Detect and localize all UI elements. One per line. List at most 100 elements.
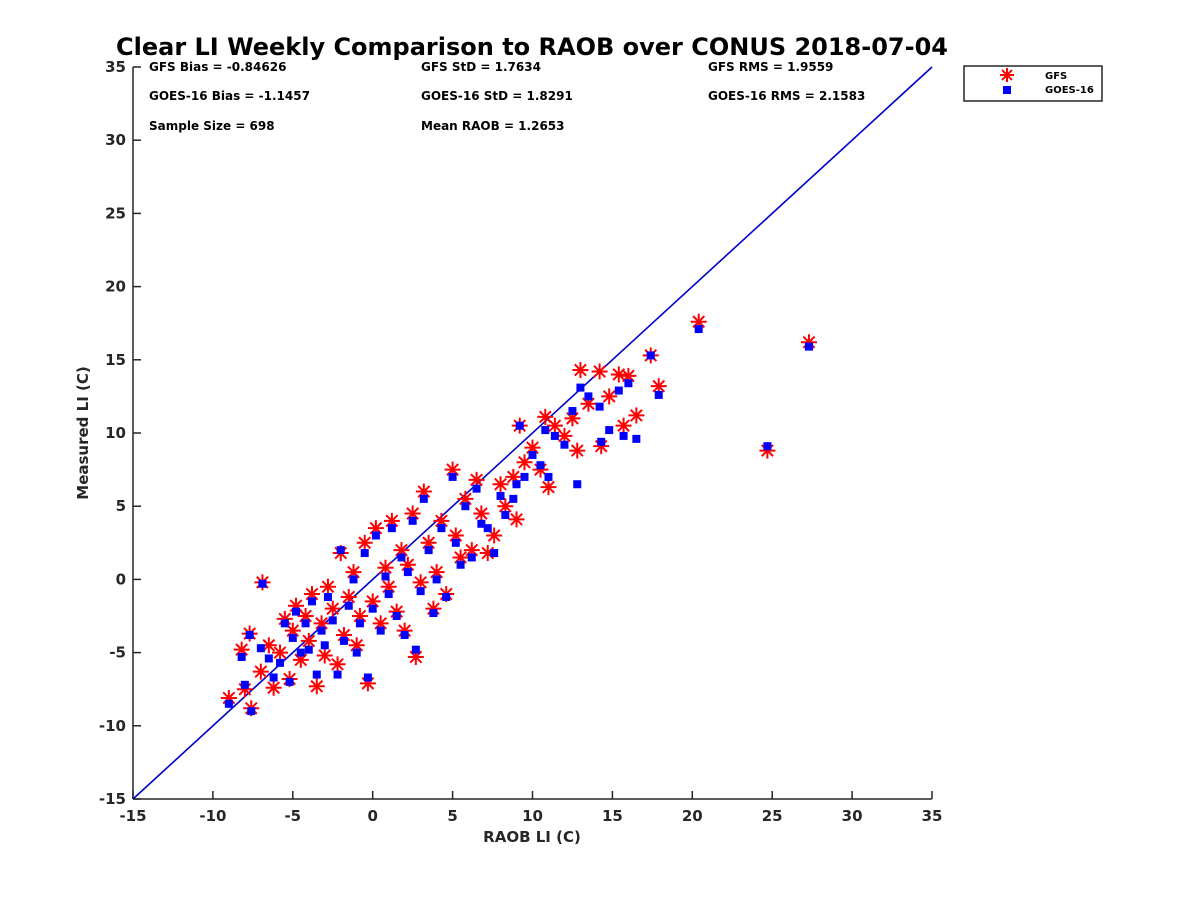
goes-point xyxy=(368,604,377,613)
goes-point xyxy=(285,677,294,686)
goes-point xyxy=(536,461,545,470)
goes-point xyxy=(344,601,353,610)
x-tick-label: -15 xyxy=(119,807,146,825)
goes-point xyxy=(276,658,285,667)
goes-point xyxy=(595,402,604,411)
goes-point xyxy=(237,652,246,661)
goes-point xyxy=(429,609,438,618)
goes-point xyxy=(256,644,265,653)
goes-point xyxy=(451,538,460,547)
gfs-point xyxy=(473,505,490,522)
goes-point xyxy=(381,572,390,581)
goes-point xyxy=(317,626,326,635)
gfs-point xyxy=(546,417,563,434)
goes-point xyxy=(269,673,278,682)
goes-point xyxy=(411,645,420,654)
goes-point xyxy=(550,431,559,440)
goes-point xyxy=(301,619,310,628)
goes-point xyxy=(584,392,593,401)
goes-point xyxy=(442,592,451,601)
gfs-point xyxy=(572,362,589,379)
goes-point xyxy=(333,670,342,679)
y-tick-label: 20 xyxy=(105,278,126,296)
goes-point xyxy=(568,407,577,416)
x-tick-label: 5 xyxy=(447,807,457,825)
goes-point xyxy=(403,568,412,577)
gfs-point xyxy=(508,511,525,528)
gfs-point xyxy=(492,476,509,493)
goes-point xyxy=(632,434,641,443)
legend: GFS GOES-16 xyxy=(963,65,1103,102)
legend-gfs-label: GFS xyxy=(1045,71,1067,82)
goes-point xyxy=(416,587,425,596)
stat-gfs-std: GFS StD = 1.7634 xyxy=(421,60,541,74)
x-tick-label: 30 xyxy=(842,807,863,825)
stat-gfs-rms: GFS RMS = 1.9559 xyxy=(708,60,833,74)
y-tick-label: 10 xyxy=(105,424,126,442)
legend-goes-label: GOES-16 xyxy=(1045,85,1094,96)
legend-box xyxy=(963,65,1103,102)
goes-point xyxy=(501,510,510,519)
goes-point xyxy=(400,631,409,640)
stats-panel: GFS Bias = -0.84626 GFS StD = 1.7634 GFS… xyxy=(149,60,865,133)
goes-point xyxy=(448,472,457,481)
legend-gfs-marker xyxy=(1000,68,1014,82)
goes-point xyxy=(363,673,372,682)
gfs-point xyxy=(324,600,341,617)
goes-point xyxy=(288,633,297,642)
goes-point xyxy=(355,619,364,628)
goes-point xyxy=(624,379,633,388)
goes-point xyxy=(456,560,465,569)
goes-point xyxy=(763,442,772,451)
x-axis-label: RAOB LI (C) xyxy=(483,828,581,846)
goes-point xyxy=(512,480,521,489)
goes-point xyxy=(419,494,428,503)
y-tick-label: 0 xyxy=(116,570,126,588)
goes-point xyxy=(296,648,305,657)
goes-point xyxy=(247,707,256,716)
gfs-point xyxy=(591,363,608,380)
goes-point xyxy=(312,670,321,679)
x-tick-label: 20 xyxy=(682,807,703,825)
stat-goes-rms: GOES-16 RMS = 2.1583 xyxy=(708,89,865,103)
gfs-point xyxy=(272,644,289,661)
goes-point xyxy=(336,546,345,555)
goes-point xyxy=(408,516,417,525)
x-tick-label: 15 xyxy=(602,807,623,825)
legend-asterisk-icon xyxy=(1000,68,1014,82)
y-tick-label: -10 xyxy=(99,717,126,735)
goes-point xyxy=(371,531,380,540)
goes-point xyxy=(360,549,369,558)
gfs-point xyxy=(540,479,557,496)
goes-point xyxy=(461,502,470,511)
stat-gfs-bias: GFS Bias = -0.84626 xyxy=(149,60,286,74)
x-tick-label: 0 xyxy=(367,807,377,825)
goes-point xyxy=(437,524,446,533)
y-tick-label: -5 xyxy=(109,644,126,662)
gfs-point xyxy=(308,678,325,695)
gfs-point xyxy=(329,656,346,673)
gfs-point xyxy=(569,442,586,459)
goes-point xyxy=(349,575,358,584)
goes-point xyxy=(424,546,433,555)
goes-point xyxy=(597,437,606,446)
goes-point xyxy=(496,491,505,500)
series-gfs xyxy=(220,313,817,717)
goes-point xyxy=(307,597,316,606)
goes-point xyxy=(224,699,233,708)
x-tick-label: -10 xyxy=(199,807,226,825)
goes-point xyxy=(397,553,406,562)
gfs-point xyxy=(316,647,333,664)
data-points xyxy=(220,313,817,717)
goes-point xyxy=(483,524,492,533)
goes-point xyxy=(576,383,585,392)
goes-point xyxy=(245,631,254,640)
goes-point xyxy=(619,431,628,440)
goes-point xyxy=(291,607,300,616)
gfs-point xyxy=(468,471,485,488)
goes-point xyxy=(384,590,393,599)
goes-point xyxy=(490,549,499,558)
gfs-point xyxy=(319,578,336,595)
gfs-point xyxy=(252,663,269,680)
